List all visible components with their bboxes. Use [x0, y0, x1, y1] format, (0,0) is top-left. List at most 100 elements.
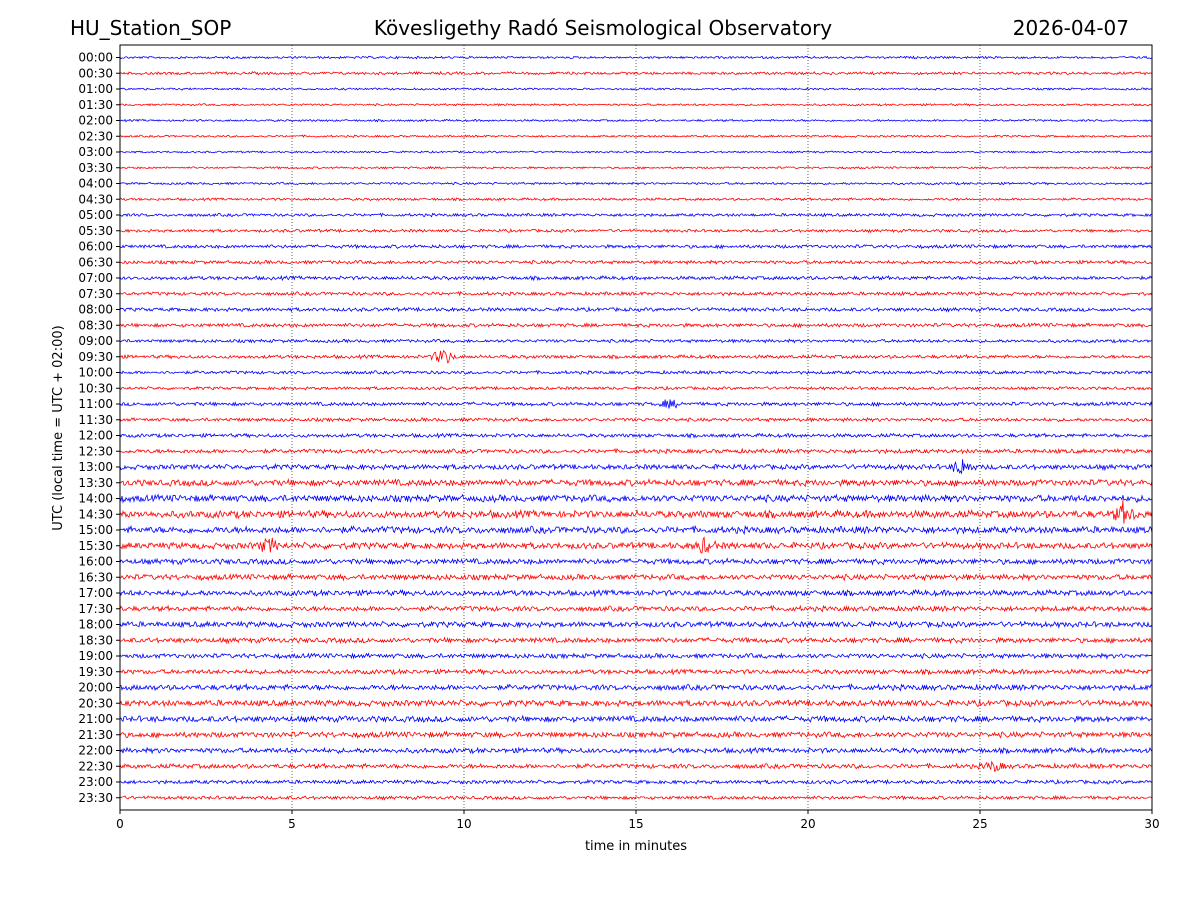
x-tick-label: 5 — [288, 817, 296, 831]
trace-0930 — [119, 349, 1153, 364]
x-tick-label: 15 — [628, 817, 643, 831]
y-tick-label: 23:00 — [78, 775, 113, 789]
trace-0300 — [119, 150, 1153, 154]
y-tick-label: 22:30 — [78, 759, 113, 773]
trace-2330 — [119, 794, 1153, 801]
x-tick-labels: 0 5 10 15 20 25 30 — [116, 810, 1160, 831]
y-tick-label: 15:00 — [78, 523, 113, 537]
y-tick-label: 20:30 — [78, 696, 113, 710]
trace-1500 — [119, 524, 1153, 536]
y-tick-label: 13:30 — [78, 476, 113, 490]
y-tick-label: 14:00 — [78, 492, 113, 506]
trace-0700 — [119, 274, 1153, 282]
y-axis-label: UTC (local time = UTC + 02:00) — [51, 325, 66, 530]
y-tick-label: 01:00 — [78, 82, 113, 96]
trace-1830 — [119, 636, 1153, 645]
y-tick-label: 11:00 — [78, 397, 113, 411]
trace-0430 — [119, 197, 1153, 202]
trace-1200 — [119, 432, 1153, 439]
y-tick-label: 20:00 — [78, 681, 113, 695]
y-tick-label: 03:00 — [78, 145, 113, 159]
y-tick-label: 19:00 — [78, 649, 113, 663]
y-tick-label: 22:00 — [78, 744, 113, 758]
trace-0600 — [119, 243, 1153, 250]
trace-0230 — [119, 134, 1153, 138]
x-axis-label: time in minutes — [585, 839, 687, 854]
trace-1100 — [119, 399, 1153, 409]
y-tick-label: 04:30 — [78, 192, 113, 206]
y-tick-label: 10:30 — [78, 381, 113, 395]
y-tick-label: 07:00 — [78, 271, 113, 285]
y-tick-label: 16:30 — [78, 570, 113, 584]
trace-0030 — [119, 70, 1153, 76]
trace-0530 — [119, 228, 1153, 234]
y-tick-label: 21:00 — [78, 712, 113, 726]
y-tick-label: 14:30 — [78, 507, 113, 521]
y-tick-label: 16:00 — [78, 555, 113, 569]
x-tick-label: 30 — [1144, 817, 1159, 831]
trace-0730 — [119, 290, 1153, 297]
trace-0900 — [119, 338, 1152, 344]
trace-1700 — [119, 588, 1153, 598]
trace-2030 — [119, 698, 1153, 708]
trace-1030 — [119, 385, 1153, 391]
y-tick-label: 00:00 — [78, 51, 113, 65]
trace-1230 — [119, 447, 1153, 455]
y-tick-label: 12:30 — [78, 444, 113, 458]
y-tick-label: 06:00 — [78, 240, 113, 254]
trace-1130 — [119, 416, 1153, 423]
y-tick-label: 06:30 — [78, 255, 113, 269]
trace-1300 — [119, 459, 1153, 475]
plot-frame — [119, 44, 1153, 811]
y-tick-label: 21:30 — [78, 728, 113, 742]
trace-1930 — [119, 667, 1153, 676]
trace-1000 — [119, 369, 1153, 376]
trace-1730 — [119, 604, 1153, 613]
y-tick-label: 08:30 — [78, 318, 113, 332]
y-tick-label: 05:30 — [78, 224, 113, 238]
trace-2200 — [119, 746, 1153, 755]
y-tick-label: 03:30 — [78, 161, 113, 175]
y-tick-label: 01:30 — [78, 98, 113, 112]
trace-2000 — [119, 683, 1153, 692]
y-tick-label: 19:30 — [78, 665, 113, 679]
x-tick-label: 0 — [116, 817, 124, 831]
trace-1600 — [119, 557, 1153, 566]
trace-1430 — [119, 500, 1153, 524]
y-tick-label: 13:00 — [78, 460, 113, 474]
y-tick-label: 18:30 — [78, 633, 113, 647]
y-tick-label: 08:00 — [78, 303, 113, 317]
trace-2300 — [119, 778, 1153, 786]
x-tick-label: 20 — [800, 817, 815, 831]
trace-2100 — [119, 714, 1153, 724]
trace-1800 — [119, 620, 1153, 629]
x-tick-label: 25 — [972, 817, 987, 831]
y-tick-label: 09:30 — [78, 350, 113, 364]
y-tick-label: 02:00 — [78, 114, 113, 128]
trace-0200 — [119, 118, 1153, 123]
chart-title: Kövesligethy Radó Seismological Observat… — [374, 16, 832, 40]
y-tick-label: 12:00 — [78, 429, 113, 443]
station-name: HU_Station_SOP — [70, 16, 231, 40]
trace-0830 — [119, 322, 1153, 329]
vertical-gridlines — [291, 45, 981, 810]
trace-0000 — [119, 55, 1153, 60]
trace-0500 — [119, 212, 1153, 218]
y-tick-label: 02:30 — [78, 129, 113, 143]
y-tick-label: 11:30 — [78, 413, 113, 427]
trace-0130 — [119, 102, 1153, 107]
y-tick-label: 07:30 — [78, 287, 113, 301]
y-tick-label: 23:30 — [78, 791, 113, 805]
trace-0100 — [119, 87, 1153, 91]
y-tick-label: 15:30 — [78, 539, 113, 553]
trace-2230 — [119, 760, 1153, 773]
trace-0400 — [119, 181, 1153, 186]
y-tick-label: 17:30 — [78, 602, 113, 616]
y-tick-label: 18:00 — [78, 618, 113, 632]
chart-date: 2026-04-07 — [1013, 16, 1129, 40]
trace-0800 — [119, 306, 1153, 313]
y-tick-label: 17:00 — [78, 586, 113, 600]
seismic-traces — [119, 55, 1153, 801]
trace-1400 — [119, 493, 1153, 504]
